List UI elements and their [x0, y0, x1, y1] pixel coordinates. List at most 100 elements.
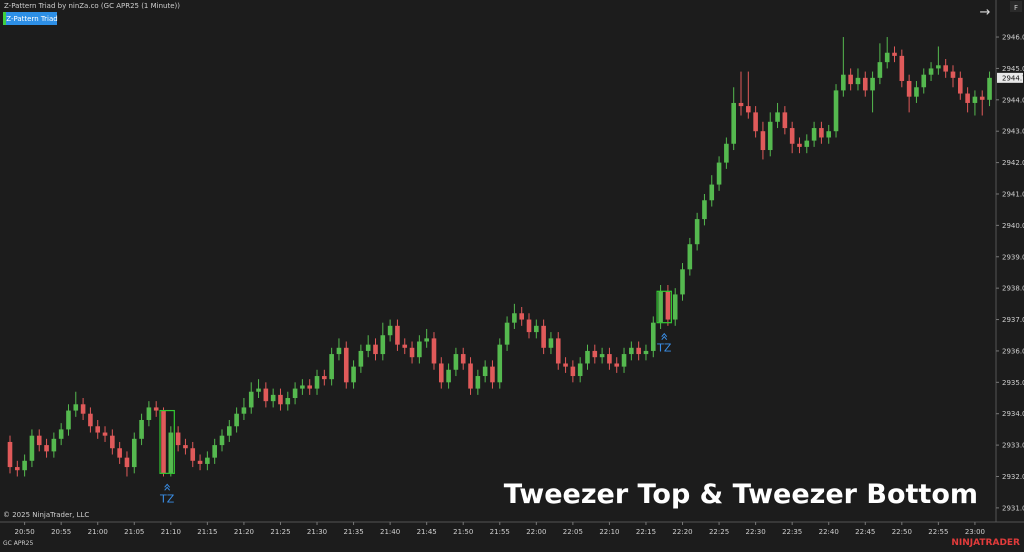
candle-body — [680, 269, 685, 295]
candle-body — [29, 435, 35, 461]
candle-body — [570, 366, 576, 377]
candle-body — [892, 52, 897, 56]
candle-body — [497, 344, 503, 383]
candle-body — [614, 363, 620, 367]
candle-body — [51, 438, 57, 452]
last-price-box — [997, 72, 1023, 83]
corner-box[interactable] — [1010, 1, 1022, 12]
candle-body — [307, 385, 313, 389]
candle-body — [22, 460, 27, 471]
candle-body — [914, 87, 919, 97]
candle-body — [36, 435, 42, 446]
y-tick-label: 2933.0 — [1002, 442, 1024, 450]
corner-label[interactable]: F — [1014, 4, 1018, 12]
candle-body — [877, 62, 883, 78]
x-tick-label: 21:55 — [490, 528, 510, 536]
x-tick-label: 23:00 — [965, 528, 985, 536]
x-tick-label: 21:15 — [197, 528, 217, 536]
candle-body — [738, 102, 744, 107]
candle-body — [292, 388, 298, 399]
candle-body — [577, 363, 583, 377]
candle-body — [534, 325, 539, 333]
candle-body — [906, 80, 912, 97]
candle-body — [870, 77, 875, 91]
candle-body — [431, 338, 437, 364]
candle-body — [102, 432, 108, 436]
indicator-button[interactable] — [3, 12, 57, 25]
y-tick-label: 2945.0 — [1002, 65, 1024, 73]
candle-body — [512, 313, 517, 323]
candle-body — [424, 338, 429, 342]
arrow-icon[interactable]: → — [980, 5, 991, 20]
y-tick-label: 2935.0 — [1002, 379, 1024, 387]
candle-body — [797, 143, 802, 147]
candle-body — [197, 460, 203, 464]
candle-body — [548, 338, 554, 348]
x-tick-label: 21:35 — [343, 528, 363, 536]
candle-body — [563, 363, 568, 367]
y-tick-label: 2940.0 — [1002, 222, 1024, 230]
x-tick-label: 22:40 — [819, 528, 839, 536]
candle-body — [190, 448, 196, 461]
candle-body — [767, 121, 773, 151]
candle-body — [592, 350, 598, 358]
pattern-box — [656, 290, 673, 324]
candle-body — [643, 350, 649, 355]
candle-body — [819, 128, 824, 138]
x-tick-label: 22:30 — [746, 528, 766, 536]
candle-body — [153, 407, 159, 411]
candle-body — [826, 131, 832, 138]
candle-body — [504, 322, 510, 345]
candle-body — [263, 388, 269, 402]
x-tick-label: 22:10 — [599, 528, 619, 536]
candle-body — [541, 325, 546, 348]
x-tick-label: 22:25 — [709, 528, 729, 536]
candle-body — [987, 77, 992, 100]
candle-body — [322, 376, 327, 380]
candle-body — [168, 432, 174, 474]
brand: NINJATRADER — [951, 538, 1020, 548]
candle-body — [15, 467, 20, 471]
y-tick-label: 2944.0 — [1002, 96, 1024, 104]
candle-body — [979, 96, 985, 100]
candle-body — [446, 369, 451, 383]
x-tick-label: 21:05 — [124, 528, 144, 536]
x-tick-label: 21:50 — [453, 528, 473, 536]
candle-body — [161, 410, 166, 474]
candle-body — [124, 457, 130, 468]
candle-body — [234, 413, 239, 427]
marker-arrow — [661, 332, 668, 341]
candle-body — [972, 96, 978, 103]
candle-body — [329, 354, 334, 380]
button-label[interactable]: Z-Pattern Triad — [6, 15, 57, 23]
candle-body — [775, 112, 780, 122]
y-tick-label: 2943.0 — [1002, 128, 1024, 136]
x-tick-label: 21:30 — [307, 528, 327, 536]
candle-body — [724, 143, 729, 163]
copyright: © 2025 NinjaTrader, LLC — [3, 511, 89, 519]
candle-body — [636, 347, 641, 355]
header-title: Z-Pattern Triad by ninZa.co (GC APR25 (1… — [4, 2, 180, 10]
candle-body — [482, 366, 488, 377]
candle-body — [256, 388, 261, 392]
candle-body — [336, 347, 342, 355]
candle-body — [848, 74, 853, 85]
y-tick-label: 2936.0 — [1002, 347, 1024, 355]
candle-body — [526, 319, 532, 333]
candle-body — [88, 413, 93, 427]
candle-body — [943, 65, 948, 72]
candle-body — [782, 112, 788, 129]
candle-body — [607, 354, 612, 364]
x-tick-label: 21:40 — [380, 528, 400, 536]
candle-body — [58, 429, 64, 439]
candle-body — [95, 426, 101, 433]
candle-body — [417, 341, 422, 358]
x-tick-label: 22:15 — [636, 528, 656, 536]
candle-body — [241, 407, 247, 414]
candle-body — [387, 325, 393, 336]
candle-body — [746, 106, 751, 113]
candle-body — [585, 350, 590, 364]
candle-body — [351, 366, 356, 383]
x-tick-label: 21:00 — [88, 528, 108, 536]
